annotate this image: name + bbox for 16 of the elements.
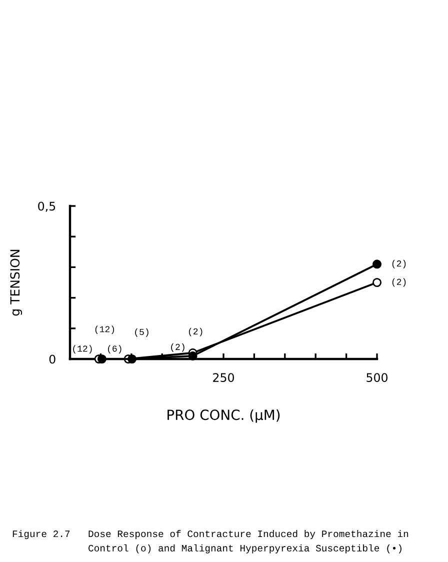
annotation: (2) [392,278,406,287]
annotation: (12) [73,345,92,354]
y-tick-label: 0 [49,354,56,364]
annotation: (2) [171,343,184,352]
annotation: (12) [95,326,114,334]
annotation: (2) [188,328,202,336]
annotation: (2) [392,260,406,268]
caption: Figure 2.7 [12,530,70,540]
annotation: (5) [135,328,148,337]
x-tick-label: 250 [213,373,234,382]
y-tick-label: 0,5 [38,202,56,212]
annotation: (6) [108,345,122,354]
x-axis-title: PRO CONC. (μM) [168,409,280,423]
y-axis-title: g TENSION [10,250,22,316]
text: Dose Response of Contracture Induced by Promethazine in Control (o) and Malignant Hyperpyrexia Susceptible (•) [88,530,408,554]
x-tick-label: 500 [366,373,388,382]
